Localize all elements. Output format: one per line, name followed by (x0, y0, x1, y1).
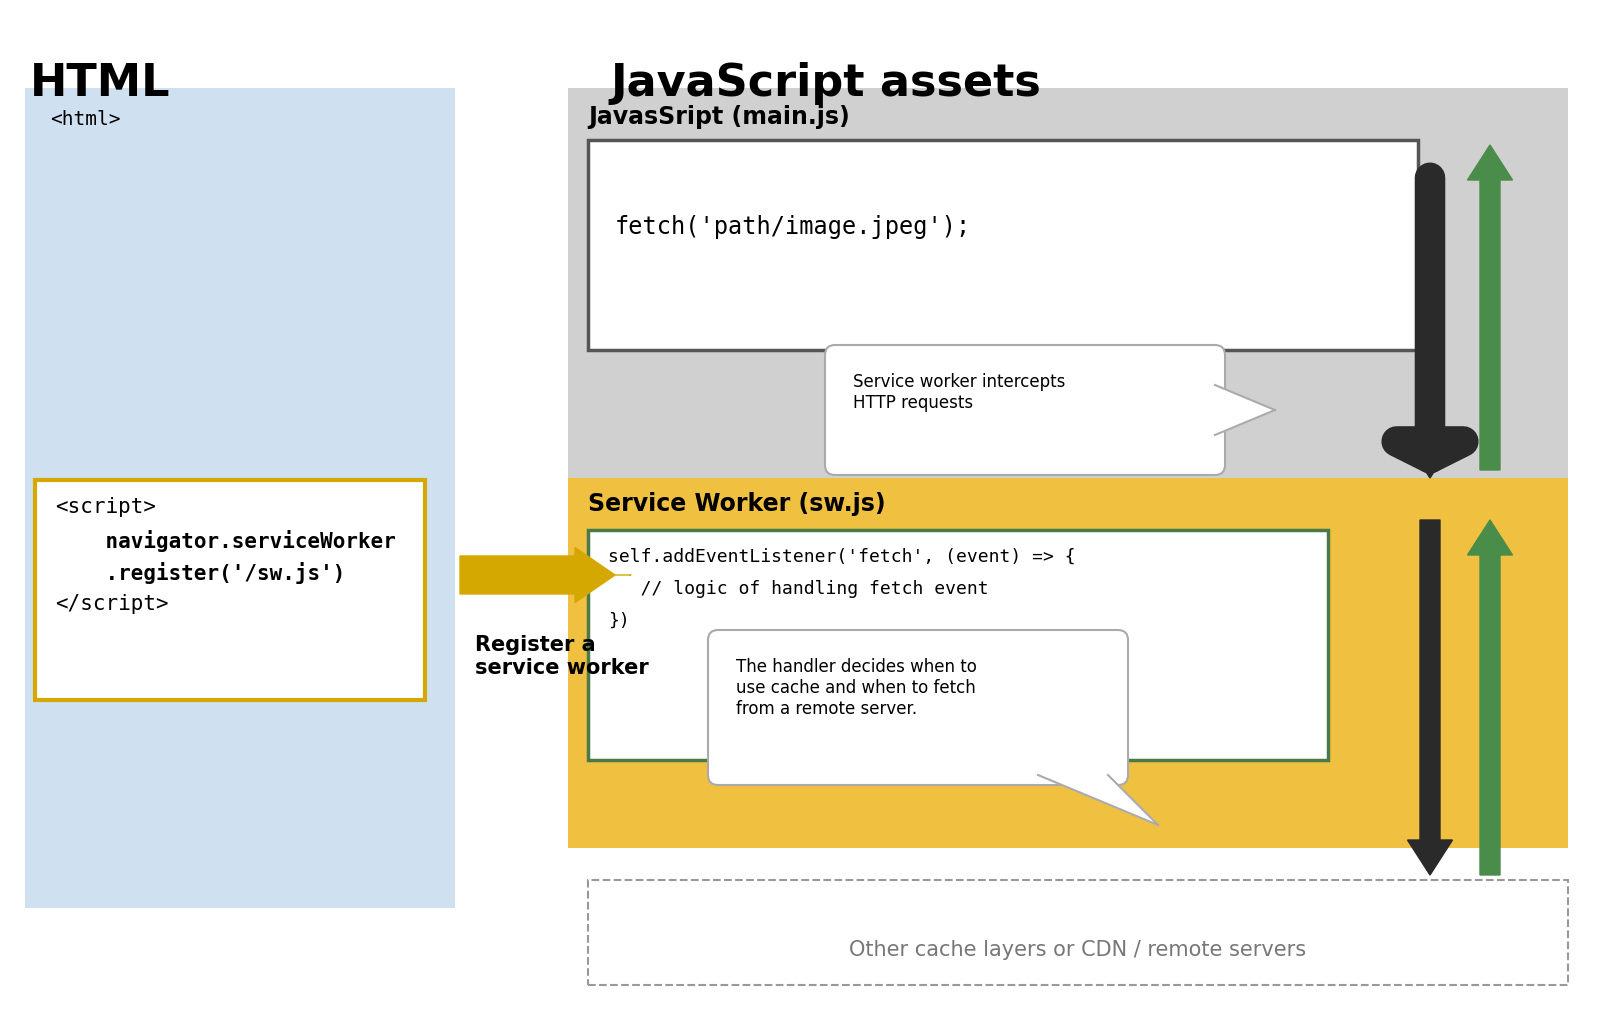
FancyBboxPatch shape (589, 530, 1328, 760)
Text: <script>: <script> (54, 497, 157, 517)
FancyBboxPatch shape (589, 880, 1568, 985)
FancyArrow shape (461, 548, 614, 603)
Text: The handler decides when to
use cache and when to fetch
from a remote server.: The handler decides when to use cache an… (736, 658, 978, 717)
Text: navigator.serviceWorker: navigator.serviceWorker (54, 530, 395, 552)
FancyArrow shape (1408, 175, 1453, 478)
Text: Other cache layers or CDN / remote servers: Other cache layers or CDN / remote serve… (850, 940, 1307, 960)
Polygon shape (1214, 385, 1275, 436)
FancyBboxPatch shape (568, 88, 1568, 478)
Text: HTML: HTML (30, 62, 171, 105)
Text: // logic of handling fetch event: // logic of handling fetch event (608, 580, 989, 598)
Text: JavasSript (main.js): JavasSript (main.js) (589, 105, 850, 129)
Text: self.addEventListener('fetch', (event) => {: self.addEventListener('fetch', (event) =… (608, 548, 1075, 566)
Text: fetch('path/image.jpeg');: fetch('path/image.jpeg'); (614, 215, 971, 239)
FancyBboxPatch shape (707, 630, 1128, 785)
FancyBboxPatch shape (26, 88, 454, 908)
FancyArrow shape (1467, 146, 1512, 470)
FancyBboxPatch shape (826, 345, 1226, 475)
Text: </script>: </script> (54, 594, 168, 614)
Text: JavaScript assets: JavaScript assets (610, 62, 1042, 105)
Text: Service Worker (sw.js): Service Worker (sw.js) (589, 492, 886, 516)
FancyBboxPatch shape (589, 140, 1418, 350)
FancyBboxPatch shape (568, 478, 1568, 848)
Text: .register('/sw.js'): .register('/sw.js') (54, 562, 346, 584)
FancyArrow shape (1408, 520, 1453, 875)
Text: <html>: <html> (50, 110, 120, 129)
Text: Register a
service worker: Register a service worker (475, 635, 648, 678)
Text: }): }) (608, 612, 630, 630)
FancyArrow shape (1467, 520, 1512, 875)
Text: Service worker intercepts
HTTP requests: Service worker intercepts HTTP requests (853, 373, 1066, 412)
Polygon shape (1038, 775, 1158, 825)
FancyBboxPatch shape (35, 480, 426, 700)
